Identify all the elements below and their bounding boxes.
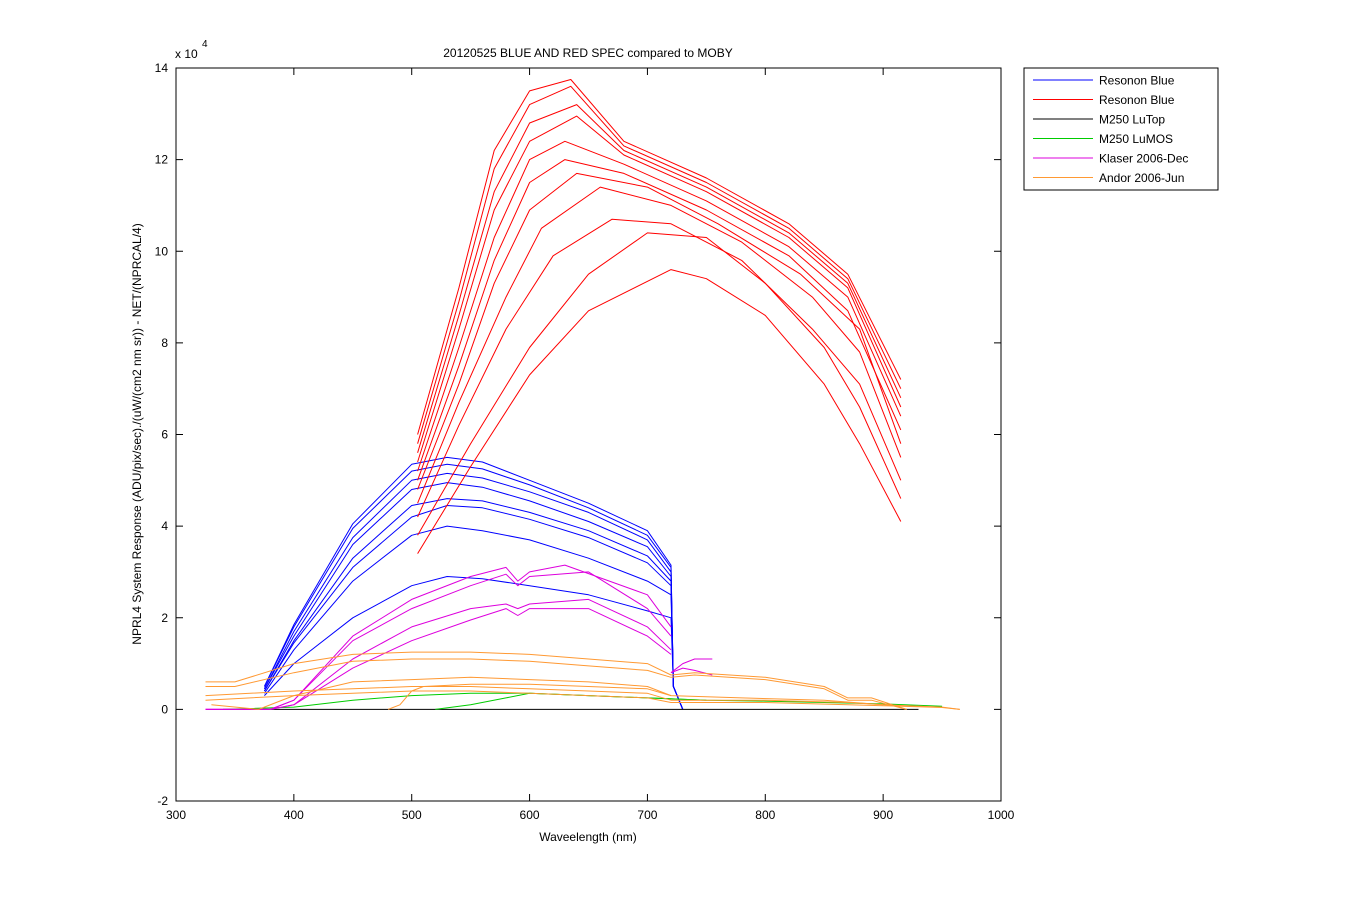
legend-label: Klaser 2006-Dec [1099,152,1188,166]
x-tick-label: 600 [520,808,540,822]
y-multiplier-base: x 10 [175,47,198,61]
x-tick-label: 900 [873,808,893,822]
legend-label: M250 LuMOS [1099,132,1173,146]
plot-area: 300 400 500 600 700 800 900 1000 -2 0 2 4 6 8 10 12 14 [155,61,1015,822]
series-line-orange [387,683,672,710]
series-line-red [417,140,902,472]
y-tick-label: 2 [161,611,168,625]
chart-title: 20120525 BLUE AND RED SPEC compared to M… [443,46,732,60]
series-line-orange [205,651,907,710]
legend-box [1023,67,1219,191]
series-line-blue [263,456,684,710]
x-tick-label: 400 [284,808,304,822]
series-line-orange [211,676,884,710]
series-line-red [417,269,902,554]
y-axis-label: NPRL4 System Response (ADU/pix/sec)./(uW… [130,223,144,644]
x-axis-label: Waveelength (nm) [539,830,637,844]
series-line-magenta [670,658,713,674]
x-tick-label: 500 [402,808,422,822]
y-tick-label: 8 [161,336,168,350]
y-multiplier-exponent: 4 [202,39,208,50]
legend-label: Andor 2006-Jun [1099,171,1184,185]
series-line-red [417,232,902,536]
tick-layer: 300 400 500 600 700 800 900 1000 -2 0 2 4 6 8 10 12 14 [155,61,1015,822]
series-line-magenta [670,667,713,676]
series-line-red [417,79,902,435]
legend: Resonon Blue Resonon Blue M250 LuTop M250 L… [1023,67,1219,191]
legend-label: M250 LuTop [1099,113,1165,127]
series-line-magenta [205,564,672,710]
series-layer [205,79,960,710]
series-line-red [417,115,902,463]
series-line-red [417,104,902,453]
series-line-red [417,186,902,504]
series-line-red [417,85,902,444]
x-tick-label: 800 [755,808,775,822]
legend-label: Resonon Blue [1099,93,1175,107]
x-tick-label: 1000 [988,808,1015,822]
y-tick-label: 12 [155,153,169,167]
series-line-orange [205,658,907,710]
x-tick-label: 700 [637,808,657,822]
series-line-red [417,218,902,518]
series-line-red [417,159,902,481]
y-tick-label: 10 [155,244,169,258]
series-line-blue [264,576,684,710]
series-line-magenta [205,598,672,710]
y-tick-label: 4 [161,519,168,533]
y-tick-label: 6 [161,428,168,442]
legend-label: Resonon Blue [1099,74,1175,88]
series-line-orange [205,690,960,710]
series-line-red [417,172,902,490]
y-tick-label: 14 [155,61,169,75]
y-tick-label: 0 [161,702,168,716]
x-tick-label: 300 [166,808,186,822]
y-tick-label: -2 [157,794,168,808]
